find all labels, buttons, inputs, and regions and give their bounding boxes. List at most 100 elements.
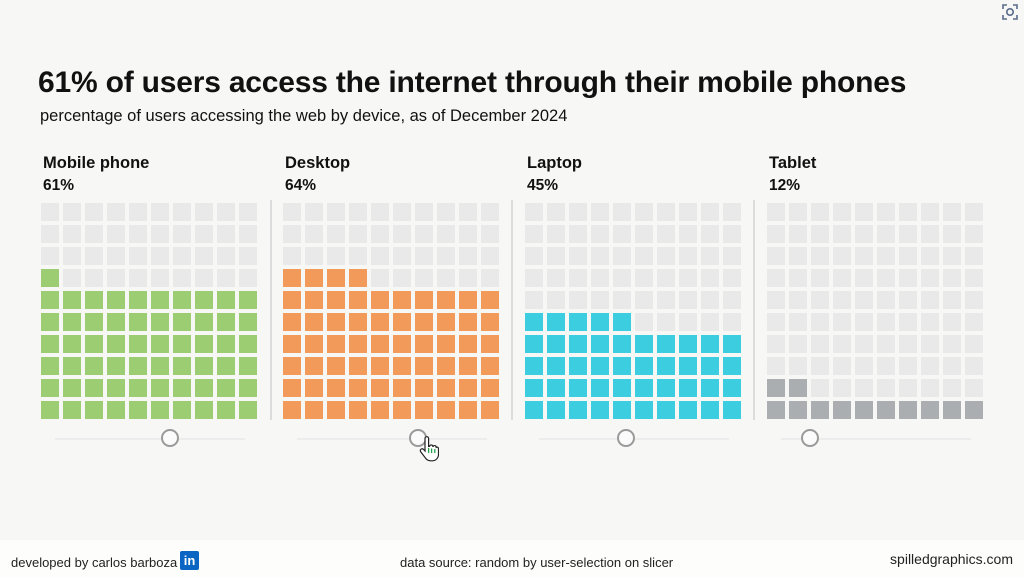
waffle-cell-filled [195,291,213,309]
slider-knob[interactable] [161,429,179,447]
waffle-cell-empty [151,225,169,243]
waffle-cell-filled [305,335,323,353]
waffle-cell-empty [525,203,543,221]
waffle-cell-empty [921,357,939,375]
waffle-cell-filled [239,313,257,331]
waffle-cell-filled [657,401,675,419]
waffle-cell-empty [217,203,235,221]
waffle-cell-empty [635,313,653,331]
series-name: Tablet [769,154,817,172]
waffle-cell-filled [789,379,807,397]
waffle-cell-empty [613,225,631,243]
waffle-cell-filled [437,291,455,309]
waffle-cell-filled [569,335,587,353]
waffle-cell-empty [349,247,367,265]
waffle-cell-filled [371,313,389,331]
waffle-cell-filled [107,379,125,397]
waffle-cell-empty [833,269,851,287]
series-value-label: 12% [769,177,801,194]
waffle-cell-empty [547,269,565,287]
waffle-cell-empty [657,247,675,265]
waffle-cell-filled [701,401,719,419]
image-search-icon[interactable] [1000,2,1020,22]
waffle-cell-empty [591,269,609,287]
waffle-cell-filled [173,357,191,375]
waffle-cell-empty [63,203,81,221]
slider-track[interactable] [781,438,971,440]
waffle-cell-filled [613,401,631,419]
panel-tablet: Tablet 12% [767,150,997,460]
waffle-cell-filled [393,379,411,397]
waffle-cell-filled [305,269,323,287]
waffle-cell-filled [41,401,59,419]
waffle-cell-empty [327,247,345,265]
hand-pointer-icon [419,436,440,462]
waffle-cell-empty [943,225,961,243]
waffle-cell-empty [525,269,543,287]
waffle-cell-filled [393,357,411,375]
waffle-cell-filled [195,401,213,419]
waffle-cell-empty [195,203,213,221]
waffle-cell-empty [833,357,851,375]
waffle-cell-empty [965,291,983,309]
waffle-cell-empty [239,203,257,221]
waffle-cell-filled [635,357,653,375]
waffle-cell-filled [217,291,235,309]
waffle-cell-filled [833,401,851,419]
waffle-cell-empty [877,313,895,331]
waffle-cell-filled [437,313,455,331]
waffle-cell-empty [723,313,741,331]
waffle-cell-empty [679,291,697,309]
slider-knob[interactable] [801,429,819,447]
waffle-cell-empty [547,203,565,221]
waffle-cell-empty [679,225,697,243]
waffle-cell-empty [547,291,565,309]
waffle-cell-empty [85,225,103,243]
waffle-cell-filled [63,313,81,331]
waffle-cell-filled [679,335,697,353]
waffle-cell-filled [151,357,169,375]
waffle-cell-empty [151,247,169,265]
waffle-cell-filled [767,379,785,397]
waffle-cell-empty [591,247,609,265]
waffle-cell-filled [151,291,169,309]
waffle-cell-empty [129,269,147,287]
slider-knob[interactable] [617,429,635,447]
waffle-cell-filled [701,379,719,397]
panel-mobile-phone: Mobile phone 61% [41,150,271,460]
waffle-cell-empty [679,203,697,221]
waffle-cell-empty [943,291,961,309]
waffle-cell-empty [679,313,697,331]
waffle-cell-empty [877,203,895,221]
slider-track[interactable] [55,438,245,440]
waffle-cell-filled [657,335,675,353]
waffle-cell-filled [613,357,631,375]
waffle-cell-filled [569,379,587,397]
waffle-cell-empty [811,291,829,309]
waffle-cell-filled [217,313,235,331]
waffle-cell-empty [547,225,565,243]
waffle-cell-empty [701,269,719,287]
waffle-cell-filled [41,335,59,353]
waffle-cell-filled [41,379,59,397]
waffle-cell-filled [63,401,81,419]
waffle-cell-empty [701,313,719,331]
waffle-cell-empty [635,247,653,265]
waffle-cell-filled [415,357,433,375]
waffle-cell-filled [393,313,411,331]
panel-desktop: Desktop 64% [283,150,513,460]
waffle-cell-empty [877,247,895,265]
waffle-cell-empty [943,269,961,287]
site-link[interactable]: spilledgraphics.com [890,551,1013,567]
slider-track[interactable] [297,438,487,440]
waffle-cell-filled [349,313,367,331]
linkedin-icon[interactable]: in [180,551,199,570]
waffle-cell-empty [459,225,477,243]
waffle-cell-filled [943,401,961,419]
waffle-cell-filled [459,379,477,397]
waffle-cell-empty [767,291,785,309]
waffle-cell-filled [129,401,147,419]
waffle-cell-empty [239,247,257,265]
waffle-cell-filled [283,357,301,375]
waffle-cell-filled [195,313,213,331]
